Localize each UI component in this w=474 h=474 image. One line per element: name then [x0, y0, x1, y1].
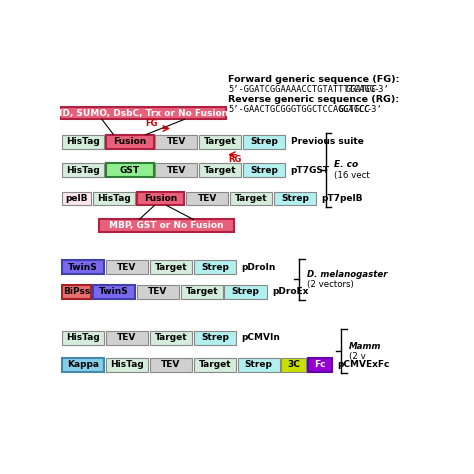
Text: 5’-GGATCGGAAAACCTGTATTTTCAGG: 5’-GGATCGGAAAACCTGTATTTTCAGG — [228, 85, 375, 94]
Text: Target: Target — [204, 137, 237, 146]
Text: ID, SUMO, DsbC, Trx or No Fusion: ID, SUMO, DsbC, Trx or No Fusion — [59, 109, 228, 118]
FancyBboxPatch shape — [199, 163, 241, 177]
Text: GGATCC: GGATCC — [338, 105, 370, 114]
FancyBboxPatch shape — [150, 331, 192, 345]
FancyBboxPatch shape — [282, 358, 306, 372]
Text: Strep: Strep — [245, 360, 273, 369]
Text: Strep: Strep — [281, 194, 309, 203]
FancyBboxPatch shape — [106, 163, 154, 177]
Text: Strep: Strep — [201, 263, 229, 272]
Text: GGATCC: GGATCC — [346, 85, 377, 94]
Text: (2 vectors): (2 vectors) — [307, 280, 354, 289]
Text: Fusion: Fusion — [113, 137, 146, 146]
Text: HisTag: HisTag — [66, 165, 100, 174]
Text: Target: Target — [155, 333, 187, 342]
Text: pDroEx: pDroEx — [272, 287, 309, 296]
Text: TEV: TEV — [118, 263, 137, 272]
Text: FG: FG — [145, 118, 158, 128]
FancyBboxPatch shape — [243, 135, 285, 148]
Text: Strep: Strep — [250, 137, 278, 146]
Text: (16 vect: (16 vect — [334, 171, 370, 180]
FancyBboxPatch shape — [137, 191, 184, 206]
Text: (2 v: (2 v — [349, 352, 366, 361]
FancyBboxPatch shape — [194, 331, 236, 345]
Text: TwinS: TwinS — [68, 263, 98, 272]
FancyBboxPatch shape — [106, 331, 148, 345]
FancyBboxPatch shape — [150, 358, 192, 372]
Text: -3’: -3’ — [374, 85, 390, 94]
Text: Forward generic sequence (FG):: Forward generic sequence (FG): — [228, 75, 400, 84]
FancyBboxPatch shape — [137, 285, 179, 299]
FancyBboxPatch shape — [62, 331, 104, 345]
FancyBboxPatch shape — [155, 163, 198, 177]
FancyBboxPatch shape — [99, 219, 234, 232]
Text: 3C: 3C — [287, 360, 300, 369]
FancyBboxPatch shape — [61, 107, 226, 119]
Text: Fusion: Fusion — [144, 194, 177, 203]
Text: Strep: Strep — [232, 287, 260, 296]
FancyBboxPatch shape — [194, 358, 236, 372]
Text: pCMVExFc: pCMVExFc — [337, 360, 390, 369]
Text: TEV: TEV — [198, 194, 217, 203]
Text: Strep: Strep — [201, 333, 229, 342]
Text: TwinS: TwinS — [99, 287, 129, 296]
Text: HisTag: HisTag — [66, 333, 100, 342]
FancyBboxPatch shape — [186, 191, 228, 206]
FancyBboxPatch shape — [106, 358, 148, 372]
Text: Target: Target — [185, 287, 218, 296]
FancyBboxPatch shape — [106, 135, 154, 148]
FancyBboxPatch shape — [273, 191, 316, 206]
FancyBboxPatch shape — [308, 358, 332, 372]
FancyBboxPatch shape — [199, 135, 241, 148]
Text: TEV: TEV — [148, 287, 167, 296]
FancyBboxPatch shape — [181, 285, 223, 299]
Text: D. melanogaster: D. melanogaster — [307, 270, 387, 279]
Text: Target: Target — [204, 165, 237, 174]
Text: HisTag: HisTag — [97, 194, 131, 203]
FancyBboxPatch shape — [225, 285, 267, 299]
Text: BiPss: BiPss — [63, 287, 90, 296]
FancyBboxPatch shape — [93, 191, 135, 206]
Text: pT7GST: pT7GST — [291, 165, 330, 174]
FancyBboxPatch shape — [93, 285, 135, 299]
Text: 5’-GAACTGCGGGTGGCTCCAGCTGCC: 5’-GAACTGCGGGTGGCTCCAGCTGCC — [228, 105, 370, 114]
Text: Target: Target — [199, 360, 231, 369]
Text: TEV: TEV — [167, 137, 186, 146]
Text: pCMVIn: pCMVIn — [241, 333, 280, 342]
FancyBboxPatch shape — [243, 163, 285, 177]
FancyBboxPatch shape — [62, 358, 104, 372]
FancyBboxPatch shape — [106, 260, 148, 274]
Text: Previous suite: Previous suite — [291, 137, 364, 146]
Text: HisTag: HisTag — [110, 360, 144, 369]
FancyBboxPatch shape — [62, 260, 104, 274]
Text: GST: GST — [119, 165, 140, 174]
Text: pDroIn: pDroIn — [241, 263, 276, 272]
FancyBboxPatch shape — [62, 285, 91, 299]
Text: Fc: Fc — [314, 360, 326, 369]
FancyBboxPatch shape — [62, 191, 91, 206]
Text: Reverse generic sequence (RG):: Reverse generic sequence (RG): — [228, 95, 400, 104]
Text: RG: RG — [228, 155, 242, 164]
Text: TEV: TEV — [167, 165, 186, 174]
Text: pelB: pelB — [65, 194, 88, 203]
Text: E. co: E. co — [334, 160, 358, 169]
Text: Mamm: Mamm — [349, 341, 382, 350]
Text: pT7pelB: pT7pelB — [321, 194, 363, 203]
Text: Target: Target — [235, 194, 267, 203]
Text: -3’: -3’ — [367, 105, 383, 114]
Text: TEV: TEV — [118, 333, 137, 342]
FancyBboxPatch shape — [194, 260, 236, 274]
Text: TEV: TEV — [161, 360, 181, 369]
Text: Kappa: Kappa — [67, 360, 99, 369]
FancyBboxPatch shape — [155, 135, 198, 148]
FancyBboxPatch shape — [62, 135, 104, 148]
FancyBboxPatch shape — [237, 358, 280, 372]
Text: HisTag: HisTag — [66, 137, 100, 146]
FancyBboxPatch shape — [150, 260, 192, 274]
FancyBboxPatch shape — [62, 163, 104, 177]
Text: Target: Target — [155, 263, 187, 272]
Text: MBP, GST or No Fusion: MBP, GST or No Fusion — [109, 221, 224, 230]
Text: Strep: Strep — [250, 165, 278, 174]
FancyBboxPatch shape — [230, 191, 272, 206]
